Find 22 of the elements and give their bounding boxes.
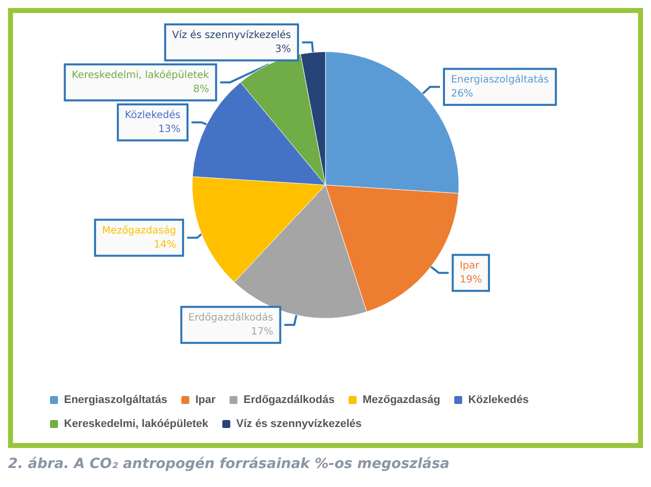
data-label: 13% [158,124,181,135]
slice-label: Víz és szennyvízkezelés [172,30,292,41]
legend-label: Víz és szennyvízkezelés [236,418,362,430]
data-label: 26% [450,88,474,100]
data-label: 3% [275,44,292,55]
data-label: 14% [154,239,176,250]
data-label: 8% [193,84,210,95]
slice-label: Energiaszolgáltatás [450,74,549,86]
data-label: 19% [460,274,482,286]
slice-label: Erdőgazdálkodás [188,312,274,324]
legend-label: Mezőgazdaság [362,394,440,406]
text: 2. ábra. A CO₂ antropogén forrásainak %-os megoszlása [8,456,450,472]
legend-label: Erdőgazdálkodás [243,394,335,406]
legend-label: Kereskedelmi, lakóépületek [64,418,210,430]
slice-label: Kereskedelmi, lakóépületek [72,70,210,81]
slice-label: Közlekedés [124,110,181,121]
data-label: 17% [251,326,274,338]
slice-label: Mezőgazdaság [102,225,176,236]
legend-label: Közlekedés [468,394,529,406]
slice-label: Ipar [460,260,480,272]
legend-label: Ipar [195,394,216,406]
legend-label: Energiaszolgáltatás [64,394,168,406]
